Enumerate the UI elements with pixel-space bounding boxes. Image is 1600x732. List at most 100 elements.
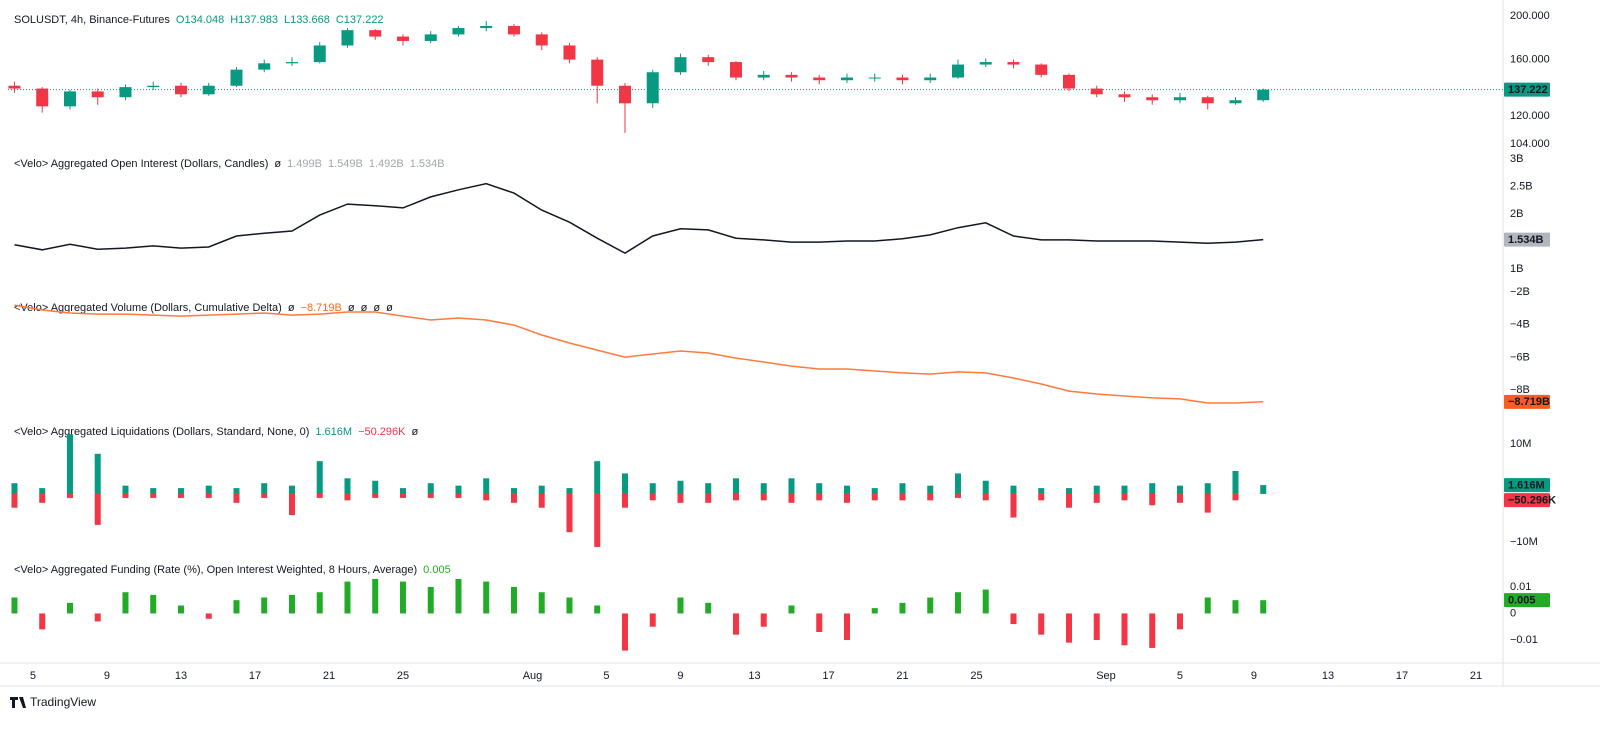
x-tick-label: 17 (822, 670, 834, 682)
bar (594, 461, 601, 494)
bar (871, 488, 878, 494)
bar (39, 613, 46, 630)
bar (732, 478, 739, 494)
bar (732, 613, 739, 635)
bar (1260, 485, 1267, 494)
bar (344, 478, 351, 494)
brand: TradingView (30, 695, 96, 709)
x-tick-label: 9 (104, 670, 110, 682)
bar (566, 597, 573, 614)
pane-title: <Velo> Aggregated Liquidations (Dollars,… (14, 426, 309, 438)
y-tick-label: 160.000 (1510, 54, 1550, 66)
bar (1065, 613, 1072, 643)
bar (788, 605, 795, 614)
bar (1093, 485, 1100, 494)
bar (1121, 493, 1128, 501)
bar (843, 613, 850, 640)
legend-value: ø (361, 302, 368, 314)
bar (1149, 493, 1156, 506)
price-badge-label: 1.534B (1508, 234, 1544, 246)
pane-legend: <Velo> Aggregated Funding (Rate (%), Ope… (14, 564, 451, 576)
bar (150, 488, 157, 494)
bar (677, 597, 684, 614)
bar (705, 483, 712, 494)
candle-body (424, 34, 437, 41)
candle-body (202, 85, 215, 95)
candle-body (591, 59, 604, 86)
legend-value: ø (411, 426, 418, 438)
bar (233, 493, 240, 503)
candle-body (702, 57, 715, 63)
bar (760, 493, 767, 501)
bar (261, 483, 268, 494)
bar (538, 592, 545, 614)
candle-body (341, 30, 354, 46)
legend-value: C137.222 (336, 14, 384, 26)
bar (427, 493, 434, 498)
bar (621, 613, 628, 651)
bar (344, 493, 351, 501)
bar (455, 578, 462, 614)
bar (788, 493, 795, 503)
candle-body (258, 63, 271, 70)
y-tick-label: 120.000 (1510, 110, 1550, 122)
bar (205, 485, 212, 494)
bar (1176, 613, 1183, 630)
bar (1065, 493, 1072, 508)
candle-body (1007, 62, 1020, 65)
legend-value: ø (274, 158, 281, 170)
bar (399, 488, 406, 494)
bar (705, 493, 712, 503)
bar (538, 485, 545, 494)
candle-body (63, 91, 76, 107)
x-tick-label: 9 (1251, 670, 1257, 682)
bar (483, 478, 490, 494)
bar (11, 483, 18, 494)
bar (483, 493, 490, 501)
bar (899, 602, 906, 614)
bar (927, 485, 934, 494)
candle-body (1146, 97, 1159, 101)
series-line (14, 304, 1264, 404)
bar (150, 594, 157, 614)
bar (316, 592, 323, 614)
bar (427, 586, 434, 614)
bar (871, 608, 878, 614)
bar (94, 613, 101, 622)
candle-body (174, 85, 187, 95)
bar (954, 493, 961, 498)
candle-body (1035, 64, 1048, 75)
candle-body (452, 28, 465, 35)
price-badge-label: 0.005 (1508, 595, 1536, 607)
y-tick-label: 10M (1510, 438, 1531, 450)
candle-body (840, 77, 853, 81)
candle-body (91, 91, 104, 98)
candle-body (618, 85, 631, 104)
x-tick-label: 5 (30, 670, 36, 682)
bar (760, 483, 767, 494)
bar (261, 597, 268, 614)
y-tick-label: 1B (1510, 263, 1523, 275)
bar (566, 488, 573, 494)
bar (1260, 600, 1267, 614)
legend-value: ø (348, 302, 355, 314)
bar (233, 600, 240, 614)
legend-value: 1.499B (287, 158, 322, 170)
bar (1149, 613, 1156, 648)
bar (621, 493, 628, 508)
y-tick-label: 104.000 (1510, 138, 1550, 150)
candle-body (1090, 88, 1103, 95)
bar (816, 613, 823, 633)
legend-value: ø (386, 302, 393, 314)
bar (1010, 613, 1017, 625)
bar (649, 483, 656, 494)
pane-title: <Velo> Aggregated Open Interest (Dollars… (14, 158, 268, 170)
candle-body (1229, 100, 1242, 104)
bar (510, 488, 517, 494)
y-tick-label: 3B (1510, 153, 1523, 165)
price-badge (1504, 493, 1550, 508)
bar (982, 493, 989, 501)
y-tick-label: −2B (1510, 286, 1530, 298)
legend-value: −50.296K (358, 426, 406, 438)
